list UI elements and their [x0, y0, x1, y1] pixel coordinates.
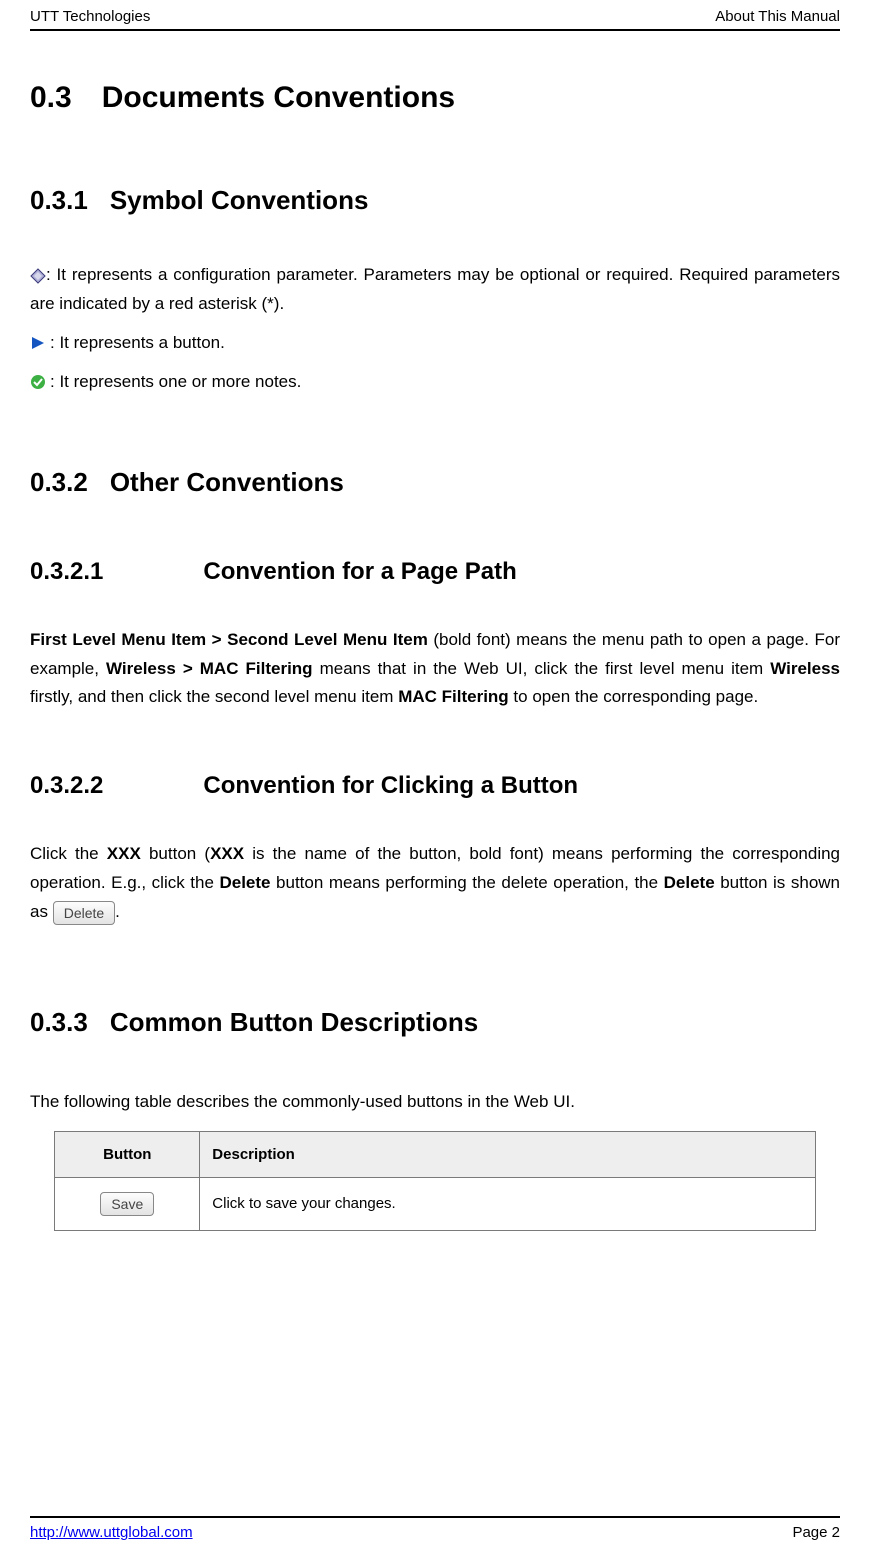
table-header-description: Description [200, 1131, 815, 1177]
cb-b1: XXX [107, 844, 141, 863]
footer-link[interactable]: http://www.uttglobal.com [30, 1524, 193, 1541]
pagepath-bold3: Wireless [770, 659, 840, 678]
page-footer: http://www.uttglobal.com Page 2 [30, 1516, 840, 1541]
diamond-text: : It represents a configuration paramete… [30, 265, 840, 313]
check-text: : It represents one or more notes. [50, 368, 301, 397]
subsubsection-title: Convention for Clicking a Button [203, 772, 578, 800]
section-title: Documents Conventions [102, 81, 455, 115]
symbol-line-diamond: : It represents a configuration paramete… [30, 261, 840, 319]
subsubsection-number: 0.3.2.1 [30, 558, 103, 586]
section-heading: 0.3 Documents Conventions [30, 81, 840, 115]
header-right: About This Manual [715, 8, 840, 25]
symbol-line-play: : It represents a button. [30, 329, 840, 358]
pagepath-t4: to open the corresponding page. [509, 687, 759, 706]
pagepath-paragraph: First Level Menu Item > Second Level Men… [30, 626, 840, 713]
play-icon [30, 329, 46, 358]
table-header-button: Button [55, 1131, 200, 1177]
table-row: Save Click to save your changes. [55, 1177, 815, 1230]
subsection-title: Common Button Descriptions [110, 1007, 478, 1038]
symbol-line-check: : It represents one or more notes. [30, 368, 840, 397]
subsubsection-heading-pagepath: 0.3.2.1 Convention for a Page Path [30, 558, 840, 586]
subsection-number: 0.3.1 [30, 185, 88, 216]
subsection-title: Other Conventions [110, 467, 344, 498]
pagepath-bold2: Wireless > MAC Filtering [106, 659, 313, 678]
table-cell-description: Click to save your changes. [200, 1177, 815, 1230]
cb-t1: Click the [30, 844, 107, 863]
play-text: : It represents a button. [50, 329, 225, 358]
common-intro: The following table describes the common… [30, 1088, 840, 1117]
subsubsection-title: Convention for a Page Path [203, 558, 516, 586]
cb-t2: button ( [141, 844, 210, 863]
page-header: UTT Technologies About This Manual [30, 0, 840, 31]
subsection-number: 0.3.3 [30, 1007, 88, 1038]
cb-b3: Delete [219, 873, 270, 892]
page-container: UTT Technologies About This Manual 0.3 D… [0, 0, 870, 1559]
clickbtn-paragraph: Click the XXX button (XXX is the name of… [30, 840, 840, 927]
cb-b4: Delete [664, 873, 715, 892]
pagepath-bold1: First Level Menu Item > Second Level Men… [30, 630, 428, 649]
footer-page: Page 2 [792, 1524, 840, 1541]
header-left: UTT Technologies [30, 8, 150, 25]
subsubsection-heading-clickbtn: 0.3.2.2 Convention for Clicking a Button [30, 772, 840, 800]
table-cell-button: Save [55, 1177, 200, 1230]
save-button-mock: Save [100, 1192, 154, 1216]
check-icon [30, 368, 46, 397]
pagepath-bold4: MAC Filtering [398, 687, 509, 706]
subsection-title: Symbol Conventions [110, 185, 369, 216]
table-header-row: Button Description [55, 1131, 815, 1177]
pagepath-t3: firstly, and then click the second level… [30, 687, 398, 706]
subsection-heading-other: 0.3.2 Other Conventions [30, 467, 840, 498]
subsection-heading-common: 0.3.3 Common Button Descriptions [30, 1007, 840, 1038]
subsection-number: 0.3.2 [30, 467, 88, 498]
subsubsection-number: 0.3.2.2 [30, 772, 103, 800]
delete-button-mock: Delete [53, 901, 115, 925]
diamond-icon [30, 261, 46, 290]
cb-b2: XXX [210, 844, 244, 863]
section-number: 0.3 [30, 81, 72, 115]
pagepath-t2: means that in the Web UI, click the firs… [313, 659, 771, 678]
cb-t4: button means performing the delete opera… [271, 873, 664, 892]
button-table: Button Description Save Click to save yo… [54, 1131, 815, 1231]
subsection-heading-symbol: 0.3.1 Symbol Conventions [30, 185, 840, 216]
cb-period: . [115, 902, 120, 921]
